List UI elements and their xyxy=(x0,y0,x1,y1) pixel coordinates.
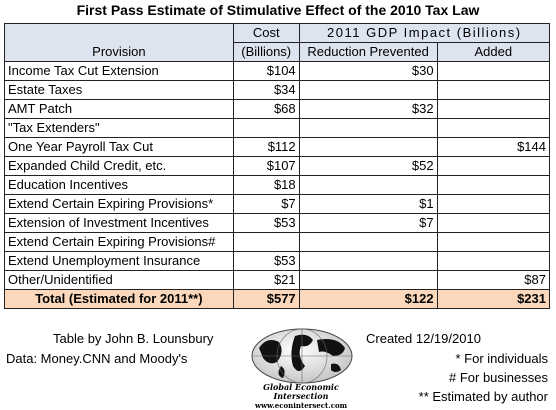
provision-cell: "Tax Extenders" xyxy=(4,118,234,138)
total-added: $231 xyxy=(436,289,551,309)
reduction-prevented-cell: $30 xyxy=(298,61,438,81)
reduction-prevented-cell xyxy=(298,270,438,290)
added-cell xyxy=(436,251,551,271)
table-row: One Year Payroll Tax Cut $112 $144 xyxy=(4,137,551,157)
logo-text: Global Economic Intersection www.econint… xyxy=(236,383,366,410)
table-row: Estate Taxes $34 xyxy=(4,80,551,100)
table-credit: Table by John B. Lounsbury xyxy=(53,331,214,346)
provision-header: Provision xyxy=(4,23,234,62)
added-cell xyxy=(436,213,551,233)
added-cell xyxy=(436,61,551,81)
note-businesses: # For businesses xyxy=(449,370,548,385)
header-row-2: (Billions) Reduction Prevented Added xyxy=(5,42,551,62)
cost-units-header: (Billions) xyxy=(232,42,300,62)
total-row: Total (Estimated for 2011**) $577 $122 $… xyxy=(4,289,551,309)
created-date: Created 12/19/2010 xyxy=(366,331,481,346)
cost-cell: $7 xyxy=(232,194,300,214)
header-row-1: Provision Cost 2011 GDP Impact (Billions… xyxy=(4,23,551,62)
reduction-prevented-cell xyxy=(298,137,438,157)
reduction-prevented-cell xyxy=(298,175,438,195)
provision-cell: Extend Certain Expiring Provisions# xyxy=(4,232,234,252)
table-row: Extension of Investment Incentives $53 $7 xyxy=(4,213,551,233)
cost-cell: $53 xyxy=(232,251,300,271)
reduction-prevented-cell xyxy=(298,80,438,100)
added-cell xyxy=(436,194,551,214)
reduction-prevented-cell: $32 xyxy=(298,99,438,119)
reduction-prevented-cell: $7 xyxy=(298,213,438,233)
globe-icon xyxy=(251,328,353,384)
table-row: Other/Unidentified $21 $87 xyxy=(4,270,551,290)
cost-cell xyxy=(232,118,300,138)
data-source: Data: Money.CNN and Moody's xyxy=(6,351,188,366)
cost-cell xyxy=(232,232,300,252)
table-row: Education Incentives $18 xyxy=(4,175,551,195)
reduction-prevented-cell: $52 xyxy=(298,156,438,176)
cost-cell: $112 xyxy=(232,137,300,157)
cost-cell: $21 xyxy=(232,270,300,290)
added-cell xyxy=(436,99,551,119)
logo-url: www.econintersect.com xyxy=(254,401,348,410)
reduction-prevented-cell xyxy=(298,118,438,138)
cost-cell: $34 xyxy=(232,80,300,100)
table-row: "Tax Extenders" xyxy=(4,118,551,138)
table-row: Extend Unemployment Insurance $53 xyxy=(4,251,551,271)
reduction-prevented-header: Reduction Prevented xyxy=(298,42,438,62)
total-reduction: $122 xyxy=(298,289,438,309)
added-header: Added xyxy=(436,42,551,62)
table-row: Extend Certain Expiring Provisions# xyxy=(4,232,551,252)
cost-cell: $68 xyxy=(232,99,300,119)
provision-cell: Expanded Child Credit, etc. xyxy=(4,156,234,176)
provision-cell: Extend Certain Expiring Provisions* xyxy=(4,194,234,214)
provision-cell: Income Tax Cut Extension xyxy=(4,61,234,81)
cost-cell: $107 xyxy=(232,156,300,176)
provision-cell: AMT Patch xyxy=(4,99,234,119)
logo-name: Global Economic Intersection xyxy=(263,382,339,401)
provision-cell: Education Incentives xyxy=(4,175,234,195)
table-row: Expanded Child Credit, etc. $107 $52 xyxy=(4,156,551,176)
cost-cell: $104 xyxy=(232,61,300,81)
added-cell xyxy=(436,118,551,138)
cost-header: Cost xyxy=(232,23,300,43)
table-row: AMT Patch $68 $32 xyxy=(4,99,551,119)
table-row: Income Tax Cut Extension $104 $30 xyxy=(4,61,551,81)
provision-cell: One Year Payroll Tax Cut xyxy=(4,137,234,157)
cost-cell: $18 xyxy=(232,175,300,195)
added-cell: $144 xyxy=(436,137,551,157)
added-cell xyxy=(436,80,551,100)
added-cell: $87 xyxy=(436,270,551,290)
gdp-impact-header: 2011 GDP Impact (Billions) xyxy=(298,23,551,43)
page-title: First Pass Estimate of Stimulative Effec… xyxy=(76,2,480,18)
added-cell xyxy=(436,232,551,252)
reduction-prevented-cell xyxy=(298,251,438,271)
table-row: Extend Certain Expiring Provisions* $7 $1 xyxy=(4,194,551,214)
provision-cell: Other/Unidentified xyxy=(4,270,234,290)
provision-cell: Extension of Investment Incentives xyxy=(4,213,234,233)
cost-cell: $53 xyxy=(232,213,300,233)
note-individuals: * For individuals xyxy=(455,351,549,366)
provision-cell: Extend Unemployment Insurance xyxy=(4,251,234,271)
provision-cell: Estate Taxes xyxy=(4,80,234,100)
note-estimated: ** Estimated by author xyxy=(418,389,548,404)
total-cost: $577 xyxy=(232,289,300,309)
reduction-prevented-cell xyxy=(298,232,438,252)
added-cell xyxy=(436,175,551,195)
total-label: Total (Estimated for 2011**) xyxy=(4,289,234,309)
added-cell xyxy=(436,156,551,176)
tax-table: Provision Cost 2011 GDP Impact (Billions… xyxy=(4,23,551,309)
reduction-prevented-cell: $1 xyxy=(298,194,438,214)
